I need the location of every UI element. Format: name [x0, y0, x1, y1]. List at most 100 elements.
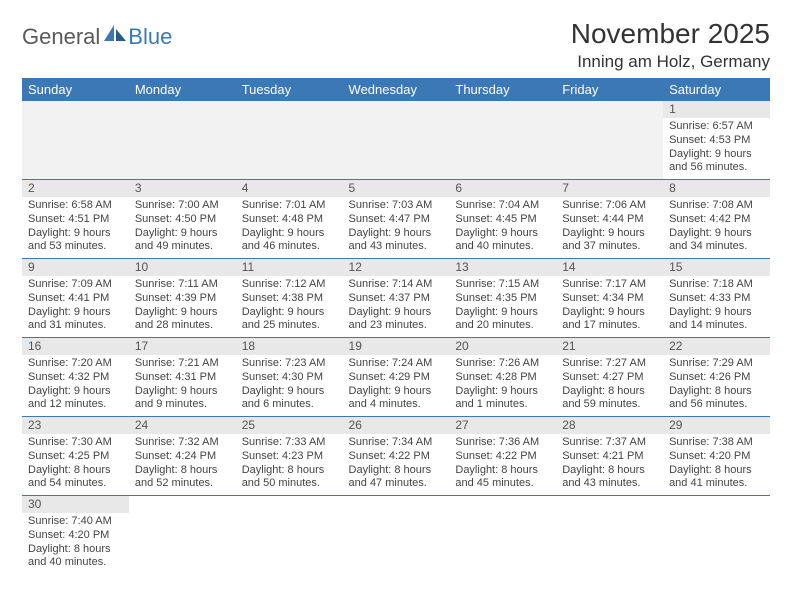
- daylight-line: Daylight: 8 hours and 56 minutes.: [669, 385, 764, 413]
- sunset-line: Sunset: 4:29 PM: [349, 371, 444, 385]
- calendar-row: 16Sunrise: 7:20 AMSunset: 4:32 PMDayligh…: [22, 338, 770, 417]
- sunrise-line: Sunrise: 7:38 AM: [669, 436, 764, 450]
- calendar-cell-empty: [343, 496, 450, 575]
- calendar-cell-empty: [556, 101, 663, 180]
- calendar-cell: 25Sunrise: 7:33 AMSunset: 4:23 PMDayligh…: [236, 417, 343, 496]
- sunset-line: Sunset: 4:24 PM: [135, 450, 230, 464]
- logo: General Blue: [22, 24, 172, 50]
- daylight-line: Daylight: 9 hours and 25 minutes.: [242, 306, 337, 334]
- calendar-cell: 6Sunrise: 7:04 AMSunset: 4:45 PMDaylight…: [449, 180, 556, 259]
- calendar-cell: 28Sunrise: 7:37 AMSunset: 4:21 PMDayligh…: [556, 417, 663, 496]
- weekday-header: Friday: [556, 78, 663, 101]
- daylight-line: Daylight: 9 hours and 6 minutes.: [242, 385, 337, 413]
- calendar-cell-empty: [236, 101, 343, 180]
- daylight-line: Daylight: 9 hours and 37 minutes.: [562, 227, 657, 255]
- sunset-line: Sunset: 4:28 PM: [455, 371, 550, 385]
- weekday-header: Sunday: [22, 78, 129, 101]
- sunset-line: Sunset: 4:44 PM: [562, 213, 657, 227]
- sunrise-line: Sunrise: 7:04 AM: [455, 199, 550, 213]
- daylight-line: Daylight: 8 hours and 43 minutes.: [562, 464, 657, 492]
- daylight-line: Daylight: 8 hours and 54 minutes.: [28, 464, 123, 492]
- sunrise-line: Sunrise: 7:29 AM: [669, 357, 764, 371]
- calendar-row: 2Sunrise: 6:58 AMSunset: 4:51 PMDaylight…: [22, 180, 770, 259]
- day-number: 12: [343, 259, 450, 276]
- day-number: 6: [449, 180, 556, 197]
- sunrise-line: Sunrise: 7:06 AM: [562, 199, 657, 213]
- day-number: 18: [236, 338, 343, 355]
- sunrise-line: Sunrise: 7:37 AM: [562, 436, 657, 450]
- day-number: 28: [556, 417, 663, 434]
- day-number: 30: [22, 496, 129, 513]
- day-number: 20: [449, 338, 556, 355]
- sunrise-line: Sunrise: 6:57 AM: [669, 120, 764, 134]
- sunrise-line: Sunrise: 7:23 AM: [242, 357, 337, 371]
- calendar-cell-empty: [236, 496, 343, 575]
- day-number: 10: [129, 259, 236, 276]
- day-number: 4: [236, 180, 343, 197]
- sunrise-line: Sunrise: 7:26 AM: [455, 357, 550, 371]
- calendar-cell-empty: [449, 496, 556, 575]
- calendar-cell: 5Sunrise: 7:03 AMSunset: 4:47 PMDaylight…: [343, 180, 450, 259]
- sunset-line: Sunset: 4:31 PM: [135, 371, 230, 385]
- calendar-cell: 11Sunrise: 7:12 AMSunset: 4:38 PMDayligh…: [236, 259, 343, 338]
- sunrise-line: Sunrise: 7:12 AM: [242, 278, 337, 292]
- header: General Blue November 2025 Inning am Hol…: [22, 18, 770, 72]
- day-number: 13: [449, 259, 556, 276]
- day-number: 5: [343, 180, 450, 197]
- sunrise-line: Sunrise: 7:21 AM: [135, 357, 230, 371]
- sunrise-line: Sunrise: 7:20 AM: [28, 357, 123, 371]
- sunrise-line: Sunrise: 7:40 AM: [28, 515, 123, 529]
- sunrise-line: Sunrise: 7:01 AM: [242, 199, 337, 213]
- logo-text-general: General: [22, 24, 100, 50]
- calendar-row: 23Sunrise: 7:30 AMSunset: 4:25 PMDayligh…: [22, 417, 770, 496]
- weekday-header: Tuesday: [236, 78, 343, 101]
- daylight-line: Daylight: 9 hours and 12 minutes.: [28, 385, 123, 413]
- calendar-cell-empty: [22, 101, 129, 180]
- sunset-line: Sunset: 4:25 PM: [28, 450, 123, 464]
- daylight-line: Daylight: 9 hours and 46 minutes.: [242, 227, 337, 255]
- day-number: 25: [236, 417, 343, 434]
- weekday-header: Monday: [129, 78, 236, 101]
- daylight-line: Daylight: 9 hours and 31 minutes.: [28, 306, 123, 334]
- sunset-line: Sunset: 4:34 PM: [562, 292, 657, 306]
- sunrise-line: Sunrise: 7:03 AM: [349, 199, 444, 213]
- calendar-cell: 30Sunrise: 7:40 AMSunset: 4:20 PMDayligh…: [22, 496, 129, 575]
- daylight-line: Daylight: 8 hours and 47 minutes.: [349, 464, 444, 492]
- sunset-line: Sunset: 4:35 PM: [455, 292, 550, 306]
- sunrise-line: Sunrise: 7:08 AM: [669, 199, 764, 213]
- sunset-line: Sunset: 4:22 PM: [455, 450, 550, 464]
- weekday-header: Wednesday: [343, 78, 450, 101]
- day-number: 16: [22, 338, 129, 355]
- sunset-line: Sunset: 4:42 PM: [669, 213, 764, 227]
- daylight-line: Daylight: 9 hours and 28 minutes.: [135, 306, 230, 334]
- daylight-line: Daylight: 8 hours and 59 minutes.: [562, 385, 657, 413]
- sunset-line: Sunset: 4:50 PM: [135, 213, 230, 227]
- day-number: 14: [556, 259, 663, 276]
- calendar-table: SundayMondayTuesdayWednesdayThursdayFrid…: [22, 78, 770, 574]
- sunset-line: Sunset: 4:37 PM: [349, 292, 444, 306]
- calendar-cell: 1Sunrise: 6:57 AMSunset: 4:53 PMDaylight…: [663, 101, 770, 180]
- sunset-line: Sunset: 4:47 PM: [349, 213, 444, 227]
- month-title: November 2025: [571, 18, 770, 50]
- sunrise-line: Sunrise: 7:36 AM: [455, 436, 550, 450]
- daylight-line: Daylight: 9 hours and 9 minutes.: [135, 385, 230, 413]
- calendar-row: 9Sunrise: 7:09 AMSunset: 4:41 PMDaylight…: [22, 259, 770, 338]
- sunrise-line: Sunrise: 7:18 AM: [669, 278, 764, 292]
- sunset-line: Sunset: 4:27 PM: [562, 371, 657, 385]
- daylight-line: Daylight: 9 hours and 56 minutes.: [669, 148, 764, 176]
- daylight-line: Daylight: 9 hours and 20 minutes.: [455, 306, 550, 334]
- sunset-line: Sunset: 4:39 PM: [135, 292, 230, 306]
- daylight-line: Daylight: 9 hours and 23 minutes.: [349, 306, 444, 334]
- calendar-cell: 8Sunrise: 7:08 AMSunset: 4:42 PMDaylight…: [663, 180, 770, 259]
- sunset-line: Sunset: 4:30 PM: [242, 371, 337, 385]
- weekday-header: Thursday: [449, 78, 556, 101]
- calendar-cell: 22Sunrise: 7:29 AMSunset: 4:26 PMDayligh…: [663, 338, 770, 417]
- sunset-line: Sunset: 4:20 PM: [669, 450, 764, 464]
- sunrise-line: Sunrise: 7:11 AM: [135, 278, 230, 292]
- day-number: 24: [129, 417, 236, 434]
- title-block: November 2025 Inning am Holz, Germany: [571, 18, 770, 72]
- day-number: 21: [556, 338, 663, 355]
- day-number: 9: [22, 259, 129, 276]
- calendar-cell: 27Sunrise: 7:36 AMSunset: 4:22 PMDayligh…: [449, 417, 556, 496]
- day-number: 27: [449, 417, 556, 434]
